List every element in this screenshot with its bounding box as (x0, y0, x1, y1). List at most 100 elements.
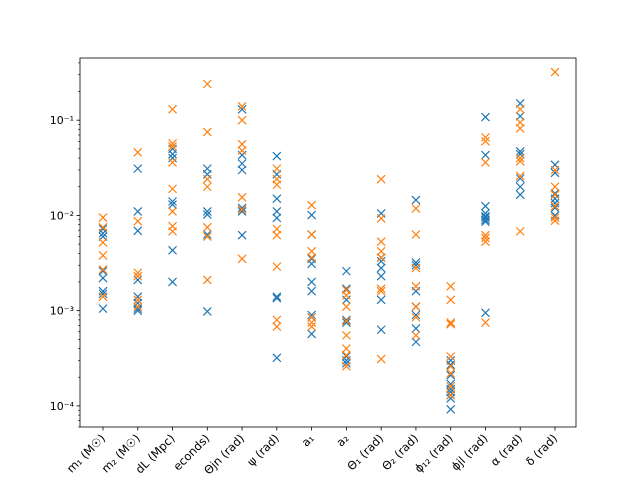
data-point-orange (202, 232, 212, 241)
data-point-orange (202, 222, 212, 232)
data-point-blue (550, 168, 560, 178)
data-point-orange (446, 361, 456, 371)
data-point-blue (237, 203, 247, 213)
y-axis: 10⁻⁴ 10⁻³ 10⁻² 10⁻¹ (50, 62, 80, 428)
data-point-orange (133, 268, 143, 278)
data-point-orange (133, 302, 143, 312)
data-point-orange (307, 253, 317, 263)
data-point-blue (481, 215, 490, 225)
data-point-orange (515, 156, 525, 166)
data-point-orange (272, 262, 282, 272)
data-point-blue (341, 284, 351, 294)
scatter-marks (98, 67, 560, 414)
data-point-orange (307, 322, 317, 332)
data-point-orange (411, 312, 421, 322)
data-point-orange (272, 230, 282, 240)
data-point-orange (411, 281, 421, 291)
data-point-orange (341, 316, 351, 326)
data-point-orange (446, 382, 456, 391)
x-tick-label: a₁ (299, 431, 317, 449)
data-point-blue (341, 352, 351, 361)
data-point-orange (515, 153, 525, 163)
data-point-orange (446, 390, 456, 400)
data-point-orange (237, 115, 247, 125)
data-point-blue (202, 230, 212, 239)
data-point-blue (341, 318, 351, 327)
data-point-orange (168, 139, 177, 148)
data-point-orange (98, 292, 108, 302)
plot-frame (79, 57, 577, 428)
data-point-blue (515, 149, 525, 159)
data-point-blue (98, 304, 108, 314)
data-point-blue (272, 292, 282, 302)
data-point-orange (202, 182, 212, 192)
data-point-blue (446, 404, 456, 414)
data-point-orange (341, 330, 351, 340)
data-point-blue (237, 230, 247, 240)
data-point-orange (202, 275, 212, 285)
data-point-blue (272, 194, 282, 204)
data-point-orange (272, 224, 282, 234)
x-tick-label: a₂ (333, 431, 351, 449)
data-point-orange (411, 204, 421, 214)
data-point-orange (272, 322, 282, 332)
data-point-blue (307, 277, 317, 287)
data-point-orange (446, 352, 456, 361)
data-point-orange (481, 136, 490, 146)
data-point-orange (133, 295, 143, 305)
data-point-orange (98, 222, 108, 232)
data-point-blue (98, 266, 108, 276)
data-point-orange (307, 230, 317, 239)
data-point-blue (133, 226, 143, 236)
data-point-blue (481, 217, 490, 227)
data-point-orange (550, 182, 560, 192)
x-tick-label: α (rad) (488, 431, 526, 469)
x-tick-label: ψ (rad) (244, 431, 282, 469)
data-point-orange (550, 216, 560, 226)
data-point-orange (550, 213, 560, 222)
data-point-blue (168, 149, 177, 159)
x-tick-label: ϕjl (rad) (448, 431, 490, 473)
data-point-orange (515, 104, 525, 114)
data-point-blue (272, 207, 282, 216)
data-point-orange (376, 214, 386, 223)
data-point-blue (550, 194, 560, 204)
data-point-blue (481, 112, 490, 122)
data-point-blue (307, 286, 317, 296)
data-point-orange (481, 318, 490, 327)
data-point-orange (237, 139, 247, 149)
data-point-orange (550, 67, 560, 77)
data-point-orange (133, 216, 143, 226)
data-point-blue (515, 182, 525, 192)
y-tick-label: 10⁻⁴ (50, 400, 75, 413)
data-point-orange (168, 158, 177, 167)
data-point-orange (481, 233, 490, 243)
data-point-orange (133, 271, 143, 281)
data-point-blue (550, 203, 560, 213)
data-point-blue (411, 337, 421, 347)
data-point-orange (550, 165, 560, 175)
data-point-blue (168, 153, 177, 163)
data-point-orange (237, 146, 247, 155)
data-point-orange (98, 251, 108, 260)
data-point-blue (237, 207, 247, 216)
x-tick-label: ϕ₁₂ (rad) (412, 431, 456, 475)
data-point-blue (411, 260, 421, 270)
data-point-blue (481, 150, 490, 160)
data-point-orange (376, 174, 386, 184)
data-point-orange (307, 246, 317, 256)
data-point-blue (515, 173, 525, 183)
data-point-orange (237, 192, 247, 202)
data-point-orange (446, 295, 456, 305)
data-point-orange (446, 319, 456, 329)
data-point-orange (376, 253, 386, 263)
data-point-blue (272, 151, 282, 161)
data-point-blue (133, 304, 143, 314)
data-point-orange (515, 226, 525, 236)
data-point-blue (202, 210, 212, 220)
data-point-orange (307, 200, 317, 210)
data-point-blue (307, 310, 317, 320)
data-point-orange (202, 127, 212, 137)
x-tick-label: Θ₁ (rad) (344, 431, 386, 473)
data-point-blue (411, 324, 421, 333)
